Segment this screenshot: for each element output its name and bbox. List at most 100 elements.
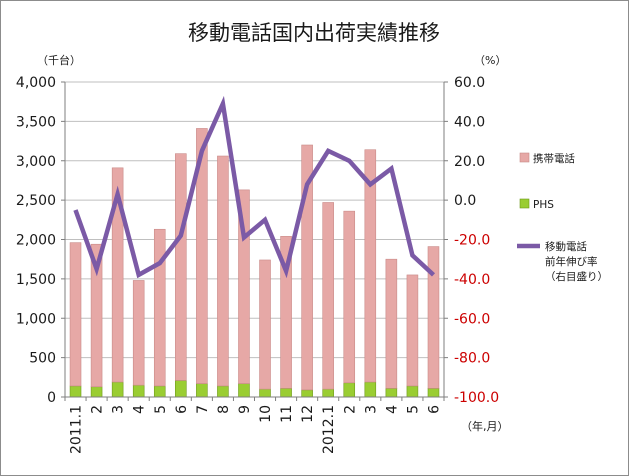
bar-mobile bbox=[196, 128, 208, 384]
bar-phs bbox=[385, 388, 398, 398]
bar-phs bbox=[238, 383, 250, 398]
bar-phs bbox=[343, 382, 356, 398]
bar-group bbox=[175, 153, 187, 398]
bar-mobile bbox=[175, 153, 187, 381]
left-axis-unit: （千台） bbox=[37, 53, 81, 67]
right-axis-ticks: -100.0 -80.0 -60.0 -40.0 -20.0 0.0 20.0 40.0 60.… bbox=[454, 75, 499, 406]
bar-group bbox=[69, 242, 82, 398]
bar-phs bbox=[217, 385, 229, 398]
x-tick-label: 2012.1 bbox=[321, 405, 337, 454]
legend-label-mobile: 携帯電話 bbox=[533, 152, 575, 165]
bar-phs bbox=[111, 381, 124, 398]
left-tick-label: 3,000 bbox=[16, 154, 56, 170]
bar-mobile bbox=[301, 144, 313, 391]
x-tick-label: 2 bbox=[90, 405, 106, 414]
bar-mobile bbox=[406, 274, 419, 387]
legend-swatch-mobile bbox=[519, 152, 530, 163]
bar-mobile bbox=[90, 243, 103, 388]
bar-phs bbox=[280, 388, 292, 398]
bar-group bbox=[343, 210, 356, 398]
bar-mobile bbox=[132, 280, 145, 386]
bar-series bbox=[69, 128, 440, 398]
gridlines bbox=[65, 81, 444, 359]
legend-label-line: 前年伸び率 bbox=[545, 255, 598, 268]
bar-mobile bbox=[259, 259, 271, 390]
bar-group bbox=[217, 155, 229, 398]
x-tick-label: 8 bbox=[216, 405, 232, 414]
left-tick-label: 2,000 bbox=[16, 233, 56, 249]
legend-swatch-phs bbox=[519, 198, 530, 209]
bar-phs bbox=[406, 385, 419, 398]
left-tick-label: 2,500 bbox=[16, 193, 56, 209]
x-tick-label: 7 bbox=[195, 405, 211, 414]
bar-mobile bbox=[364, 149, 377, 383]
bar-mobile bbox=[280, 236, 292, 389]
bar-mobile bbox=[385, 258, 398, 389]
bar-mobile bbox=[111, 167, 124, 383]
x-tick-label: 9 bbox=[237, 405, 253, 414]
right-tick-label: -40.0 bbox=[454, 272, 490, 288]
right-axis-unit: （%） bbox=[474, 54, 506, 67]
x-tick-label: 12 bbox=[300, 405, 316, 423]
bar-group bbox=[259, 259, 271, 398]
legend-label-line: （右目盛り） bbox=[545, 270, 608, 283]
bar-phs bbox=[322, 388, 334, 398]
bar-phs bbox=[153, 385, 166, 398]
bar-group bbox=[322, 202, 334, 398]
bar-group bbox=[132, 280, 145, 398]
x-tick-label: 6 bbox=[174, 405, 190, 414]
x-axis-unit: （年,月） bbox=[461, 419, 509, 433]
left-axis-ticks: 0 500 1,000 1,500 2,000 2,500 3,000 3,500 4,000 bbox=[16, 75, 56, 406]
x-tick-label: 11 bbox=[279, 405, 295, 423]
bar-mobile bbox=[238, 189, 250, 384]
x-tick-label: 3 bbox=[363, 405, 379, 414]
bar-group bbox=[385, 258, 398, 398]
bar-mobile bbox=[343, 210, 356, 384]
right-tick-label: 40.0 bbox=[454, 114, 485, 130]
bar-group bbox=[427, 246, 440, 398]
x-axis-ticks: 2011.1 2 3 4 5 6 7 8 9 10 11 12 2012.1 2 3 4 5 6 bbox=[69, 405, 443, 454]
x-tick-label: 2 bbox=[342, 405, 358, 414]
right-tick-label: -60.0 bbox=[454, 311, 490, 327]
left-tick-label: 3,500 bbox=[16, 114, 56, 130]
growth-rate-line bbox=[73, 95, 436, 279]
x-tick-label: 10 bbox=[258, 405, 274, 423]
x-tick-label: 2011.1 bbox=[69, 405, 85, 454]
x-tick-label: 4 bbox=[384, 405, 400, 414]
legend-label-phs: PHS bbox=[533, 199, 554, 211]
left-tick-label: 4,000 bbox=[16, 75, 56, 91]
bar-phs bbox=[301, 389, 313, 398]
right-tick-label: 60.0 bbox=[454, 75, 485, 91]
bar-group bbox=[153, 228, 166, 398]
right-tick-label: 20.0 bbox=[454, 154, 485, 170]
right-tick-label: -80.0 bbox=[454, 351, 490, 367]
chart-title: 移動電話国内出荷実績推移 bbox=[188, 21, 440, 45]
axes bbox=[61, 81, 448, 401]
bar-phs bbox=[427, 388, 440, 398]
left-tick-label: 1,500 bbox=[16, 272, 56, 288]
left-tick-label: 500 bbox=[29, 351, 56, 367]
bar-phs bbox=[175, 380, 187, 398]
bar-phs bbox=[259, 388, 271, 398]
x-tick-label: 6 bbox=[426, 405, 442, 414]
right-tick-label: -20.0 bbox=[454, 233, 490, 249]
bar-phs bbox=[364, 381, 377, 398]
bar-group bbox=[406, 274, 419, 398]
bar-phs bbox=[196, 383, 208, 398]
bar-phs bbox=[69, 385, 82, 398]
bar-mobile bbox=[69, 242, 82, 387]
bar-mobile bbox=[153, 228, 166, 387]
x-tick-label: 5 bbox=[405, 405, 421, 414]
right-tick-label: 0.0 bbox=[454, 193, 476, 209]
bar-mobile bbox=[322, 202, 334, 390]
left-tick-label: 0 bbox=[47, 390, 56, 406]
right-tick-label: -100.0 bbox=[454, 390, 499, 406]
bar-phs bbox=[132, 384, 145, 398]
bar-phs bbox=[90, 386, 103, 398]
x-tick-label: 4 bbox=[132, 405, 148, 414]
bar-mobile bbox=[427, 246, 440, 389]
bar-group bbox=[280, 236, 292, 398]
line-series bbox=[73, 95, 436, 279]
